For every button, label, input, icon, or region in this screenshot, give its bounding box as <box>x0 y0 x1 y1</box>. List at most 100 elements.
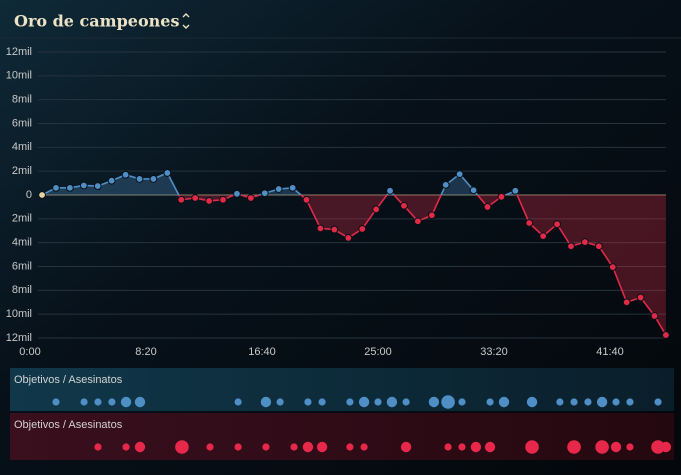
event-dot <box>386 396 398 408</box>
y-tick-label: 10mil <box>6 308 32 320</box>
data-point <box>177 195 186 204</box>
data-point <box>107 176 116 185</box>
data-point <box>288 183 297 192</box>
event-dot <box>346 398 354 406</box>
event-dot <box>651 440 665 454</box>
data-point <box>233 189 241 198</box>
event-dot <box>260 396 272 408</box>
event-dot <box>234 443 242 451</box>
x-tick-label: 41:40 <box>596 346 624 358</box>
event-dot <box>318 398 326 406</box>
data-point <box>581 238 589 246</box>
data-point <box>497 192 506 201</box>
event-dot <box>596 396 608 408</box>
data-point <box>191 194 200 202</box>
event-dot <box>290 443 298 451</box>
event-row <box>10 368 674 411</box>
chart-title[interactable]: Oro de campeones <box>14 12 179 31</box>
data-point <box>52 183 60 192</box>
event-row-label: Objetivos / Asesinatos <box>14 374 123 386</box>
event-dot <box>134 441 146 453</box>
event-dot <box>360 443 368 451</box>
event-dot <box>584 398 592 406</box>
event-row-label: Objetivos / Asesinatos <box>14 419 123 431</box>
event-dot <box>134 396 146 408</box>
event-dot <box>400 441 412 453</box>
x-tick-label: 16:40 <box>248 346 276 358</box>
event-dot <box>120 396 132 408</box>
y-tick-label: 12mil <box>6 332 32 344</box>
event-dot <box>52 398 60 406</box>
y-tick-label: 8mil <box>12 284 32 296</box>
data-point <box>260 189 269 198</box>
line-negative <box>42 195 667 336</box>
event-dot <box>567 440 581 454</box>
event-dot <box>612 398 620 406</box>
event-dot <box>402 398 410 406</box>
data-point <box>246 194 255 202</box>
data-point <box>344 234 353 242</box>
event-dot <box>234 398 242 406</box>
event-dot <box>316 441 328 453</box>
data-point <box>525 219 534 227</box>
x-tick-label: 0:00 <box>19 346 40 358</box>
event-dot <box>525 440 539 454</box>
event-dot <box>94 443 102 451</box>
data-point <box>455 170 464 179</box>
event-dot <box>358 396 370 408</box>
y-tick-label: 8mil <box>12 94 32 106</box>
data-point <box>372 205 381 214</box>
dropdown-icon[interactable] <box>182 13 190 29</box>
event-dot <box>595 440 609 454</box>
y-tick-label: 10mil <box>6 70 32 82</box>
event-dot <box>570 398 578 406</box>
data-point <box>650 312 659 320</box>
event-dot <box>626 443 634 451</box>
x-tick-label: 25:00 <box>364 346 392 358</box>
y-tick-label: 12mil <box>6 46 32 58</box>
data-point <box>121 170 130 179</box>
data-point <box>274 185 283 193</box>
y-tick-label: 0 <box>26 189 32 201</box>
event-dot <box>458 398 466 406</box>
data-point <box>539 232 548 241</box>
event-dot <box>458 443 466 451</box>
event-dot <box>444 443 452 451</box>
event-dot <box>484 441 496 453</box>
data-point <box>386 186 394 195</box>
event-dot <box>262 443 270 451</box>
y-tick-label: 4mil <box>12 141 32 153</box>
data-point <box>414 217 422 226</box>
data-point <box>608 263 617 271</box>
event-dot <box>556 398 564 406</box>
data-point <box>400 201 408 210</box>
event-dot <box>526 396 538 408</box>
event-dot <box>610 441 622 453</box>
plot: 12mil 10mil 8mil 6mil 4mil 2mil 0 2mil 4mil 6mil 8… <box>6 46 670 358</box>
data-point <box>93 182 102 190</box>
event-dot <box>486 398 494 406</box>
data-point <box>79 181 88 190</box>
data-point <box>316 224 325 233</box>
data-point <box>636 293 645 302</box>
event-dot <box>654 398 662 406</box>
x-tick-label: 33:20 <box>480 346 508 358</box>
data-point <box>567 242 575 251</box>
data-point <box>330 225 339 234</box>
data-point <box>483 203 492 211</box>
event-dot <box>626 398 634 406</box>
event-dot <box>428 396 440 408</box>
event-dot <box>122 443 130 451</box>
data-point <box>149 175 158 183</box>
y-tick-label: 2mil <box>12 213 32 225</box>
data-point <box>205 197 214 205</box>
event-dot <box>108 398 116 406</box>
data-point <box>553 220 562 229</box>
y-tick-label: 4mil <box>12 237 32 249</box>
data-point <box>427 211 436 220</box>
area-negative <box>42 195 666 336</box>
data-point <box>511 186 520 195</box>
event-dot <box>302 441 314 453</box>
event-dot <box>206 443 214 451</box>
